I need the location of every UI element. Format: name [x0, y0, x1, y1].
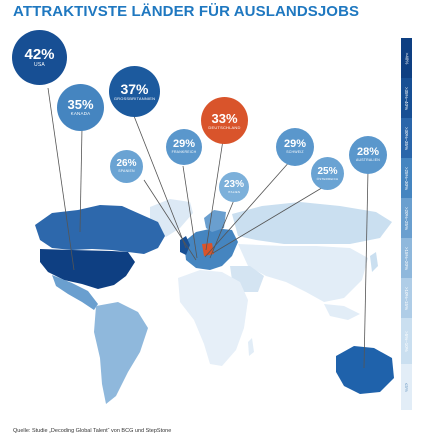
- legend-label: >40%: [404, 52, 410, 64]
- region-africa: [178, 270, 248, 366]
- country-label: FRANKREICH: [171, 150, 197, 155]
- legend-label: >10%–15%: [404, 286, 409, 310]
- legend-label: >15%–20%: [404, 246, 409, 270]
- value-label: 33%: [211, 110, 238, 126]
- legend-item: >35%–40%: [401, 78, 412, 118]
- legend-label: >25%–30%: [404, 166, 409, 190]
- country-label: SCHWEIZ: [286, 150, 304, 155]
- bubble-oesterreich: 25% ÖSTERREICH: [311, 157, 344, 190]
- value-label: 26%: [116, 158, 137, 170]
- region-japan: [370, 252, 378, 272]
- page-title: ATTRAKTIVSTE LÄNDER FÜR AUSLANDSJOBS: [13, 3, 360, 20]
- legend-label: >35%–40%: [404, 86, 409, 110]
- value-label: 35%: [67, 97, 94, 113]
- legend-item: >25%–30%: [401, 158, 412, 198]
- region-canada: [35, 205, 165, 254]
- legend-item: >30%–35%: [401, 118, 412, 158]
- bubble-australien: 28% AUSTRALIEN: [349, 136, 387, 174]
- region-madagascar: [248, 338, 254, 356]
- bubble-grossbritannien: 37% GROSSBRITANNIEN: [109, 66, 160, 117]
- value-label: 29%: [283, 138, 307, 151]
- region-scandinavia: [204, 210, 226, 232]
- country-label: USA: [34, 62, 45, 68]
- value-label: 37%: [120, 81, 149, 97]
- bubble-italien: 23% ITALIEN: [219, 172, 249, 202]
- country-label: AUSTRALIEN: [356, 158, 380, 163]
- legend: >40% >35%–40% >30%–35% >25%–30% >20%–25%…: [401, 38, 412, 410]
- value-label: 42%: [24, 46, 55, 63]
- legend-item: >15%–20%: [401, 238, 412, 278]
- value-label: 23%: [223, 179, 244, 190]
- bubble-frankreich: 29% FRANKREICH: [166, 129, 202, 165]
- legend-item: >20%–25%: [401, 198, 412, 238]
- region-mexico: [52, 275, 98, 310]
- region-south-america: [94, 302, 148, 404]
- legend-item: >10%–15%: [401, 278, 412, 318]
- legend-item: >40%: [401, 38, 412, 78]
- bubble-schweiz: 29% SCHWEIZ: [276, 128, 314, 166]
- legend-item: ≤5%: [401, 364, 412, 410]
- region-russia: [232, 202, 392, 244]
- country-label: GROSSBRITANNIEN: [113, 96, 156, 101]
- bubble-spanien: 26% SPANIEN: [110, 150, 143, 183]
- region-germany: [202, 243, 214, 256]
- value-label: 25%: [317, 165, 338, 177]
- bubble-usa: 42% USA: [12, 30, 67, 85]
- region-sea: [324, 304, 360, 320]
- value-label: 29%: [172, 138, 196, 151]
- country-label: SPANIEN: [118, 169, 135, 174]
- country-label: ITALIEN: [227, 190, 241, 194]
- legend-label: >5%–10%: [404, 330, 409, 352]
- bubble-kanada: 35% KANADA: [57, 84, 104, 131]
- country-label: DEUTSCHLAND: [208, 124, 241, 130]
- legend-label: >30%–35%: [404, 126, 409, 150]
- value-label: 28%: [356, 146, 380, 159]
- legend-item: >5%–10%: [401, 318, 412, 364]
- legend-label: ≤5%: [403, 382, 409, 392]
- bubble-deutschland: 33% DEUTSCHLAND: [201, 97, 248, 144]
- region-australia: [336, 346, 394, 394]
- region-usa: [40, 249, 135, 289]
- region-asia: [238, 244, 368, 302]
- connector-lines: [47, 87, 369, 369]
- source-note: Quelle: Studie „Decoding Global Talent“ …: [13, 428, 172, 434]
- country-label: ÖSTERREICH: [316, 176, 339, 181]
- country-label: KANADA: [70, 111, 91, 117]
- legend-label: >20%–25%: [404, 206, 409, 230]
